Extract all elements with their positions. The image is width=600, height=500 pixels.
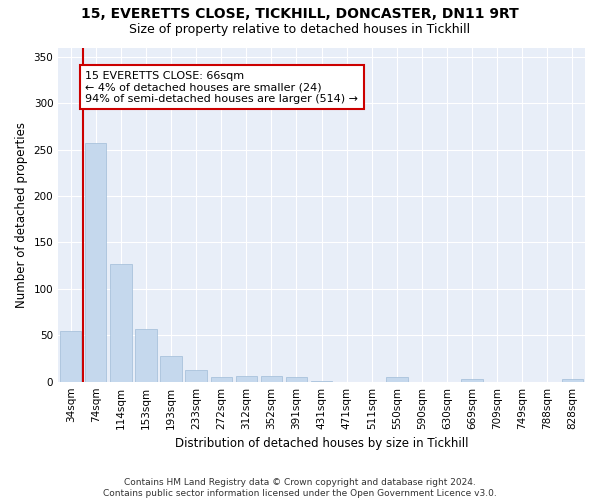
Bar bbox=[136, 329, 157, 382]
Bar bbox=[60, 330, 82, 382]
Text: Contains HM Land Registry data © Crown copyright and database right 2024.
Contai: Contains HM Land Registry data © Crown c… bbox=[103, 478, 497, 498]
Bar bbox=[236, 376, 257, 382]
Bar bbox=[286, 377, 307, 382]
Text: Size of property relative to detached houses in Tickhill: Size of property relative to detached ho… bbox=[130, 22, 470, 36]
Bar bbox=[562, 379, 583, 382]
Bar bbox=[261, 376, 282, 382]
Bar bbox=[211, 377, 232, 382]
Bar bbox=[185, 370, 207, 382]
Bar bbox=[386, 377, 407, 382]
X-axis label: Distribution of detached houses by size in Tickhill: Distribution of detached houses by size … bbox=[175, 437, 469, 450]
Text: 15 EVERETTS CLOSE: 66sqm
← 4% of detached houses are smaller (24)
94% of semi-de: 15 EVERETTS CLOSE: 66sqm ← 4% of detache… bbox=[85, 70, 358, 104]
Bar bbox=[85, 143, 106, 382]
Bar bbox=[110, 264, 131, 382]
Y-axis label: Number of detached properties: Number of detached properties bbox=[15, 122, 28, 308]
Text: 15, EVERETTS CLOSE, TICKHILL, DONCASTER, DN11 9RT: 15, EVERETTS CLOSE, TICKHILL, DONCASTER,… bbox=[81, 8, 519, 22]
Bar bbox=[461, 379, 483, 382]
Bar bbox=[160, 356, 182, 382]
Bar bbox=[311, 381, 332, 382]
